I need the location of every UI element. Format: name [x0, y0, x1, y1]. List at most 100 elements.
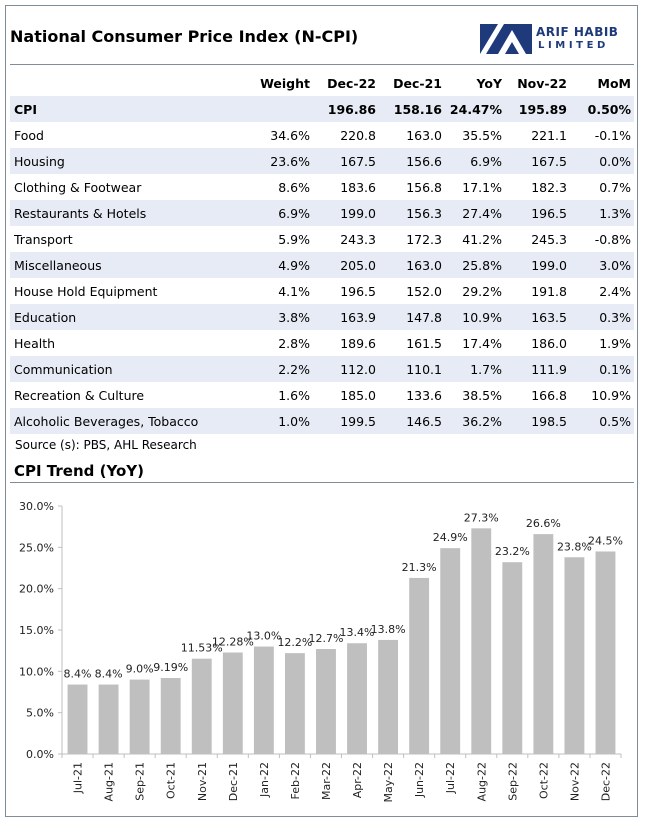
bar-may-22 — [378, 639, 399, 754]
table-row: Alcoholic Beverages, Tobacco 1.0% 199.5 146… — [10, 408, 634, 434]
column-header: MoM — [597, 75, 631, 91]
table-cell: 17.1% — [462, 179, 502, 195]
y-tick-label: 30.0% — [19, 500, 54, 513]
data-label: 24.9% — [433, 531, 468, 544]
table-cell: 112.0 — [313, 356, 379, 382]
page-title: National Consumer Price Index (N-CPI) — [10, 27, 359, 46]
table-row: Recreation & Culture 1.6% 185.0 133.6 38.5% 1… — [10, 382, 634, 408]
row-label: Transport — [14, 231, 73, 247]
table-cell: 0.1% — [570, 356, 634, 382]
table-row: Housing 23.6% 167.5 156.6 6.9% 167.5 0.0% — [10, 148, 634, 174]
table-cell: 2.2% — [255, 356, 313, 382]
x-tick-label: Sep-22 — [506, 762, 519, 801]
data-label: 12.28% — [212, 635, 254, 648]
table-cell: 1.3% — [570, 200, 634, 226]
data-label: 8.4% — [64, 668, 92, 681]
x-tick-label: Dec-22 — [599, 762, 612, 801]
column-header: YoY — [476, 75, 502, 91]
source-note: Source (s): PBS, AHL Research — [15, 438, 197, 452]
data-label: 23.8% — [557, 540, 592, 553]
table-cell — [255, 96, 313, 122]
x-tick-label: Jul-22 — [444, 762, 457, 794]
row-label: Education — [10, 304, 255, 330]
row-label: Recreation & Culture — [14, 387, 145, 403]
bar-jun-22 — [409, 577, 430, 754]
x-tick-label: Jun-22 — [413, 762, 426, 798]
column-header: Dec-22 — [327, 75, 376, 91]
table-row: Restaurants & Hotels 6.9% 199.0 156.3 27.4% 1… — [10, 200, 634, 226]
table-cell: 1.6% — [278, 387, 310, 403]
data-label: 11.53% — [181, 642, 223, 655]
bar-oct-22 — [533, 534, 554, 754]
table-row: Food 34.6% 220.8 163.0 35.5% 221.1 -0.1% — [10, 122, 634, 148]
table-cell: 3.8% — [255, 304, 313, 330]
bar-nov-21 — [191, 658, 212, 754]
logo-text-line1: ARIF HABIB — [536, 25, 619, 39]
y-tick-label: 20.0% — [19, 583, 54, 596]
table-cell: 1.7% — [445, 356, 505, 382]
table-cell: 23.6% — [255, 148, 313, 174]
table-cell: 10.9% — [591, 387, 631, 403]
table-row: Health 2.8% 189.6 161.5 17.4% 186.0 1.9% — [10, 330, 634, 356]
bar-jul-21 — [67, 684, 88, 754]
x-tick-label: Jul-21 — [72, 762, 85, 794]
x-tick-label: Dec-21 — [227, 762, 240, 801]
table-cell: -0.1% — [594, 127, 631, 143]
data-label: 13.8% — [371, 623, 406, 636]
table-cell: 146.5 — [379, 408, 445, 434]
table-cell: 0.0% — [570, 148, 634, 174]
bar-feb-22 — [284, 653, 305, 754]
chart-title: CPI Trend (YoY) — [14, 462, 144, 480]
table-cell: 38.5% — [462, 387, 502, 403]
table-cell: 8.6% — [278, 179, 310, 195]
y-tick-label: 10.0% — [19, 665, 54, 678]
row-label: House Hold Equipment — [14, 283, 158, 299]
data-label: 24.5% — [588, 534, 623, 547]
data-label: 8.4% — [95, 668, 123, 681]
table-cell: 198.5 — [505, 408, 570, 434]
report-frame — [5, 5, 638, 817]
x-tick-label: Oct-22 — [537, 762, 550, 799]
row-label: Clothing & Footwear — [14, 179, 142, 195]
data-label: 9.19% — [153, 661, 188, 674]
table-cell: 196.5 — [340, 283, 376, 299]
table-cell: 0.7% — [599, 179, 631, 195]
x-tick-label: Apr-22 — [351, 762, 364, 798]
table-cell: 0.5% — [570, 408, 634, 434]
cpi-table: Weight Dec-22 Dec-21 YoY Nov-22 MoM CPI 1… — [10, 70, 634, 434]
table-cell: 220.8 — [340, 127, 376, 143]
x-tick-label: Oct-21 — [165, 762, 178, 799]
data-label: 13.4% — [340, 626, 375, 639]
bar-oct-21 — [160, 678, 181, 754]
chart-title-divider — [10, 482, 634, 483]
table-cell: 110.1 — [379, 356, 445, 382]
logo-text-line2: LIMITED — [538, 40, 609, 51]
table-cell: 111.9 — [505, 356, 570, 382]
company-logo: ARIF HABIB LIMITED — [478, 22, 634, 58]
table-cell: 156.6 — [379, 148, 445, 174]
bar-dec-21 — [222, 652, 243, 754]
bar-apr-22 — [347, 643, 367, 754]
row-label: Miscellaneous — [10, 252, 255, 278]
table-cell: 163.9 — [313, 304, 379, 330]
table-cell: 186.0 — [531, 335, 567, 351]
data-label: 12.2% — [277, 636, 312, 649]
table-cell: 133.6 — [406, 387, 442, 403]
bar-nov-22 — [564, 557, 585, 754]
data-label: 26.6% — [526, 517, 561, 530]
table-cell: 0.50% — [570, 96, 634, 122]
table-cell: 172.3 — [406, 231, 442, 247]
x-tick-label: Aug-21 — [103, 762, 116, 801]
table-cell: 163.0 — [379, 252, 445, 278]
x-tick-label: Mar-22 — [320, 762, 333, 800]
x-tick-label: Aug-22 — [475, 762, 488, 801]
table-cell: 6.9% — [255, 200, 313, 226]
table-cell: 4.1% — [278, 283, 310, 299]
row-label: Alcoholic Beverages, Tobacco — [10, 408, 255, 434]
y-tick-label: 0.0% — [26, 748, 54, 761]
x-tick-label: Nov-21 — [196, 762, 209, 801]
row-label: CPI — [10, 96, 255, 122]
table-cell: 0.3% — [570, 304, 634, 330]
bar-jan-22 — [253, 646, 274, 754]
